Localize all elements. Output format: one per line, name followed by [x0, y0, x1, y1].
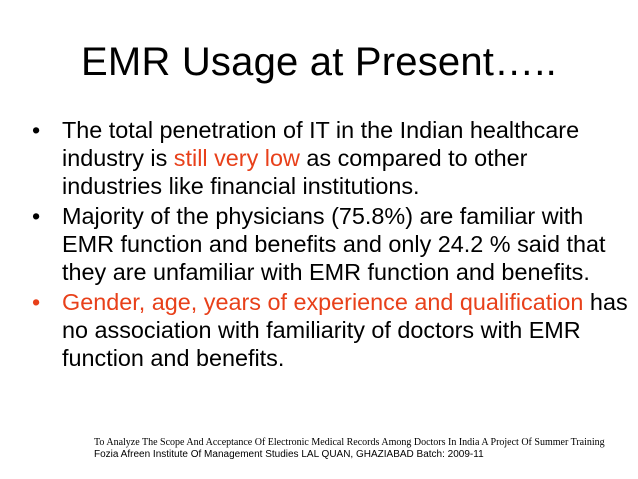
bullet-text: Majority of the physicians (75.8%) are f… — [62, 203, 606, 285]
bullet-dot-icon: • — [32, 203, 41, 229]
highlight-text: still very low — [173, 145, 300, 171]
bullet-item-association: • Gender, age, years of experience and q… — [30, 288, 630, 372]
slide-title: EMR Usage at Present….. — [81, 40, 557, 84]
slide-footer: To Analyze The Scope And Acceptance Of E… — [94, 437, 634, 461]
bullet-dot-icon: • — [32, 289, 41, 315]
bullet-item-penetration: • The total penetration of IT in the Ind… — [30, 116, 630, 200]
footer-project-line: To Analyze The Scope And Acceptance Of E… — [94, 437, 605, 448]
bullet-text: The total penetration of IT in the India… — [62, 117, 580, 171]
highlight-text: Gender, age, years of experience and qua… — [62, 289, 584, 315]
bullet-dot-icon: • — [32, 117, 41, 143]
bullet-list: • The total penetration of IT in the Ind… — [30, 116, 630, 374]
bullet-text: has no association with familiarity of d… — [62, 289, 628, 371]
bullet-item-familiarity: • Majority of the physicians (75.8%) are… — [30, 202, 630, 286]
bullet-text: as compared to other industries like fin… — [62, 145, 528, 199]
footer-author-line: Fozia Afreen Institute Of Management Stu… — [94, 449, 484, 460]
